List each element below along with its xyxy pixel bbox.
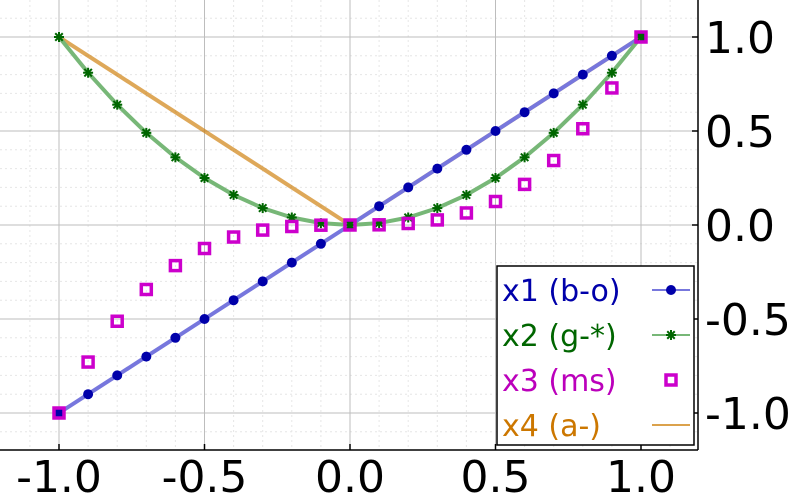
legend-label: x4 (a-) (502, 409, 601, 444)
star-stroke (636, 32, 646, 42)
series-1-point (606, 50, 617, 61)
star-stroke (112, 100, 122, 110)
legend: x1 (b-o) x2 (g-*) x3 (ms) x4 (a-) (496, 265, 695, 446)
series-1-point (374, 201, 385, 212)
series-2-point (199, 173, 210, 183)
legend-box (496, 265, 695, 446)
series-3-point (488, 194, 503, 209)
x-tick-label: 1.0 (606, 452, 676, 500)
series-1-point (286, 257, 297, 268)
series-2-point (83, 67, 94, 78)
series-2-point (170, 152, 181, 163)
series-3-point (52, 406, 66, 420)
series-2-point (141, 127, 152, 138)
series-3-point (197, 241, 212, 256)
series-1-point (490, 126, 501, 136)
star-stroke (83, 68, 93, 78)
major-grid (0, 0, 698, 450)
y-tick-label: -0.5 (705, 295, 791, 346)
series-3-point (110, 314, 124, 329)
series-1-point (228, 295, 239, 306)
series-1-point (112, 370, 123, 381)
series-2-point (461, 189, 472, 200)
series-1-point (548, 88, 559, 99)
series-3-point (605, 81, 619, 95)
x-tick-label: 0.5 (461, 452, 531, 500)
y-tick-label: 0.0 (705, 201, 775, 252)
star-stroke (666, 330, 676, 340)
series-1-point (141, 351, 152, 362)
series-2-point (519, 152, 530, 163)
series-2 (54, 32, 646, 230)
series-1-point (54, 408, 64, 418)
star-stroke (432, 203, 442, 213)
series-1-point (315, 238, 326, 249)
series-2-point (228, 189, 239, 200)
series-1-point (199, 314, 210, 324)
series-3-point (139, 282, 154, 297)
series-3-point (255, 223, 270, 237)
x-tick-label: 0.0 (315, 452, 385, 500)
series-3-point (430, 213, 445, 227)
legend-marker (666, 285, 676, 295)
series-1-point (577, 69, 588, 80)
star-stroke (549, 128, 559, 138)
y-tick-label: 0.5 (705, 107, 775, 158)
star-stroke (141, 128, 151, 138)
series-3-point (576, 121, 590, 136)
series-1-point (461, 144, 472, 155)
series-1-point (257, 276, 268, 287)
star-stroke (461, 190, 471, 200)
series-3 (52, 30, 648, 420)
series-2-point (54, 32, 64, 42)
legend-marker (666, 330, 676, 340)
series-3-point (168, 258, 183, 273)
series-3-point (459, 206, 474, 220)
series-1-point (170, 332, 181, 343)
y-tick-label: -1.0 (705, 389, 791, 440)
star-stroke (491, 173, 500, 183)
series-3-point (372, 218, 386, 232)
series-2-point (577, 99, 588, 110)
series-2-point (548, 127, 559, 138)
series-3-point (517, 177, 532, 192)
star-stroke (200, 173, 209, 183)
series-1-point (83, 389, 94, 400)
series-1-point (403, 182, 414, 193)
series-3-point (634, 30, 648, 44)
series-2-point (606, 67, 617, 78)
series-layer (52, 30, 648, 420)
star-stroke (520, 152, 530, 162)
ticks: -1.0 -0.5 0.0 0.5 1.0 1.0 0.5 0.0 -0.5 -1.0 (16, 13, 791, 500)
star-stroke (607, 68, 617, 78)
star-stroke (345, 220, 355, 230)
x-tick-label: -0.5 (162, 452, 248, 500)
series-3-point (285, 219, 299, 234)
series-1-point (519, 107, 530, 118)
legend-label: x3 (ms) (502, 364, 617, 399)
series-3-point (546, 153, 561, 168)
series-3-point (343, 218, 357, 232)
star-stroke (170, 152, 180, 162)
y-tick-label: 1.0 (705, 13, 775, 64)
legend-label: x2 (g-*) (502, 319, 617, 354)
star-stroke (578, 100, 588, 110)
star-stroke (54, 32, 64, 42)
series-2-point (112, 99, 123, 110)
star-stroke (258, 203, 268, 213)
legend-label: x1 (b-o) (502, 274, 621, 309)
series-2-point (432, 203, 443, 214)
series-1-point (432, 163, 443, 174)
series-2-point (490, 173, 501, 183)
series-3-point (314, 218, 328, 232)
series-3-point (401, 216, 415, 231)
series-3-point (81, 355, 95, 369)
star-stroke (229, 190, 239, 200)
x-tick-label: -1.0 (16, 452, 102, 500)
series-3-point (226, 230, 241, 244)
series-2-point (257, 203, 268, 214)
legend-marker (664, 373, 678, 387)
